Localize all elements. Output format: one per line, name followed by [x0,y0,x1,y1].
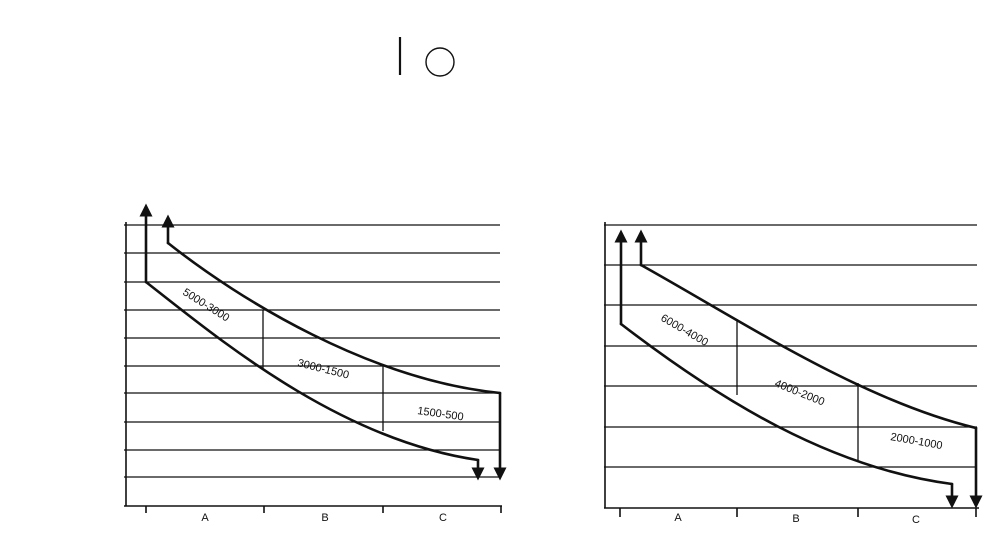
right-band-label-1: 6000-4000 [659,312,711,349]
right-band-label-2: 4000-2000 [773,378,826,409]
left-section-label-c: C [439,512,447,524]
left-band-label-2: 3000-1500 [296,357,350,381]
right-section-label-a: A [674,512,682,524]
left-lower-envelope [144,280,480,462]
left-chart: 5000-3000 3000-1500 1500-500 A B C [124,203,507,524]
right-section-label-b: B [792,513,799,525]
left-band-label-3: 1500-500 [417,405,465,423]
left-upper-envelope [166,241,502,395]
circle-icon [425,47,455,77]
left-grid [124,224,500,478]
left-x-ticks [145,506,502,513]
left-band-label-1: 5000-3000 [180,286,231,324]
right-grid [604,224,977,468]
right-x-ticks [619,508,977,517]
right-lower-envelope [619,322,954,486]
right-chart: 6000-4000 4000-2000 2000-1000 A B C [604,222,983,526]
left-section-label-a: A [201,512,209,524]
right-section-label-c: C [912,514,920,526]
left-section-label-b: B [321,512,328,524]
right-band-label-3: 2000-1000 [889,431,943,452]
header-mark [398,37,455,77]
right-upper-envelope [639,263,978,430]
